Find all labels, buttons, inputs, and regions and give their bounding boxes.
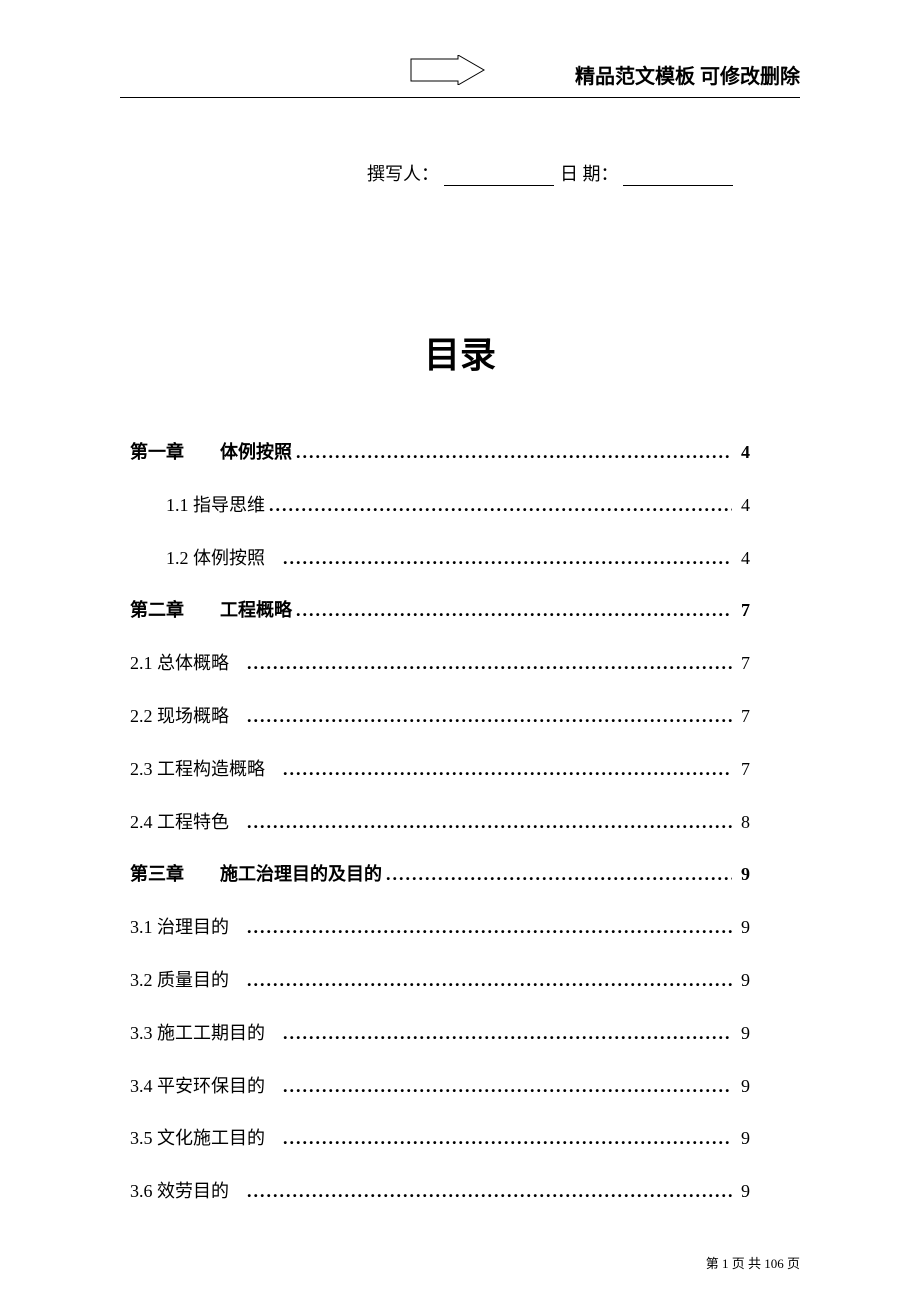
header-text: 精品范文模板 可修改删除 xyxy=(575,60,800,89)
toc-dots: ........................................… xyxy=(279,1072,732,1101)
toc-dots: ........................................… xyxy=(243,966,732,995)
toc-dots: ........................................… xyxy=(279,1019,732,1048)
toc-page-number: 8 xyxy=(732,808,750,837)
toc-dots: ........................................… xyxy=(292,438,732,467)
toc-page-number: 9 xyxy=(732,1072,750,1101)
date-label: 日 期： xyxy=(560,160,619,186)
toc-page-number: 9 xyxy=(732,1124,750,1153)
toc-dots: ........................................… xyxy=(243,702,732,731)
toc-entry: 3.6 效劳目的................................… xyxy=(130,1177,750,1206)
toc-dots: ........................................… xyxy=(265,491,732,520)
toc-label: 3.4 平安环保目的 xyxy=(130,1072,265,1101)
toc-entry: 3.3 施工工期目的..............................… xyxy=(130,1019,750,1048)
document-page: 精品范文模板 可修改删除 撰写人： 日 期： 目录 第一章 体例按照......… xyxy=(0,0,920,1302)
author-label: 撰写人： xyxy=(367,160,439,186)
toc-entry: 3.5 文化施工目的..............................… xyxy=(130,1124,750,1153)
toc-entry: 1.2 体例按照................................… xyxy=(130,544,750,573)
date-input[interactable] xyxy=(623,166,733,186)
author-input[interactable] xyxy=(444,166,554,186)
toc-label: 1.2 体例按照 xyxy=(166,544,265,573)
author-line: 撰写人： 日 期： xyxy=(120,160,800,186)
toc-entry: 第二章 工程概略................................… xyxy=(130,596,750,625)
toc-entry: 3.2 质量目的................................… xyxy=(130,966,750,995)
header-underline xyxy=(120,97,800,98)
toc-dots: ........................................… xyxy=(292,596,732,625)
toc-entry: 2.4 工程特色................................… xyxy=(130,808,750,837)
toc-label: 3.5 文化施工目的 xyxy=(130,1124,265,1153)
toc-label: 第一章 体例按照 xyxy=(130,438,292,467)
toc-title: 目录 xyxy=(120,326,800,378)
toc-dots: ........................................… xyxy=(279,544,732,573)
toc-label: 2.3 工程构造概略 xyxy=(130,755,265,784)
toc-page-number: 4 xyxy=(732,491,750,520)
toc-label: 2.4 工程特色 xyxy=(130,808,229,837)
toc-dots: ........................................… xyxy=(279,1124,732,1153)
toc-entry: 第一章 体例按照................................… xyxy=(130,438,750,467)
toc-page-number: 9 xyxy=(732,1019,750,1048)
toc-dots: ........................................… xyxy=(279,755,732,784)
toc-entry: 2.3 工程构造概略..............................… xyxy=(130,755,750,784)
toc-label: 1.1 指导思维 xyxy=(166,491,265,520)
toc-entry: 2.2 现场概略................................… xyxy=(130,702,750,731)
toc-dots: ........................................… xyxy=(243,913,732,942)
toc-page-number: 9 xyxy=(732,966,750,995)
toc-page-number: 7 xyxy=(732,596,750,625)
toc-label: 3.1 治理目的 xyxy=(130,913,229,942)
page-footer: 第 1 页 共 106 页 xyxy=(706,1253,800,1272)
toc-dots: ........................................… xyxy=(243,808,732,837)
toc-label: 3.2 质量目的 xyxy=(130,966,229,995)
toc-page-number: 7 xyxy=(732,649,750,678)
toc-entry: 3.4 平安环保目的..............................… xyxy=(130,1072,750,1101)
toc-label: 第二章 工程概略 xyxy=(130,596,292,625)
toc-page-number: 9 xyxy=(732,913,750,942)
toc-page-number: 7 xyxy=(732,702,750,731)
toc-page-number: 9 xyxy=(732,860,750,889)
arrow-icon xyxy=(410,55,485,85)
toc-label: 3.6 效劳目的 xyxy=(130,1177,229,1206)
toc-label: 第三章 施工治理目的及目的 xyxy=(130,860,382,889)
toc-label: 2.1 总体概略 xyxy=(130,649,229,678)
toc-page-number: 9 xyxy=(732,1177,750,1206)
toc-label: 3.3 施工工期目的 xyxy=(130,1019,265,1048)
toc-dots: ........................................… xyxy=(243,649,732,678)
toc-dots: ........................................… xyxy=(382,860,732,889)
toc-page-number: 4 xyxy=(732,544,750,573)
toc-entries: 第一章 体例按照................................… xyxy=(120,438,800,1206)
toc-label: 2.2 现场概略 xyxy=(130,702,229,731)
header-section: 精品范文模板 可修改删除 xyxy=(120,60,800,90)
toc-dots: ........................................… xyxy=(243,1177,732,1206)
toc-entry: 2.1 总体概略................................… xyxy=(130,649,750,678)
toc-entry: 1.1 指导思维................................… xyxy=(130,491,750,520)
toc-entry: 第三章 施工治理目的及目的...........................… xyxy=(130,860,750,889)
toc-page-number: 4 xyxy=(732,438,750,467)
toc-entry: 3.1 治理目的................................… xyxy=(130,913,750,942)
toc-page-number: 7 xyxy=(732,755,750,784)
